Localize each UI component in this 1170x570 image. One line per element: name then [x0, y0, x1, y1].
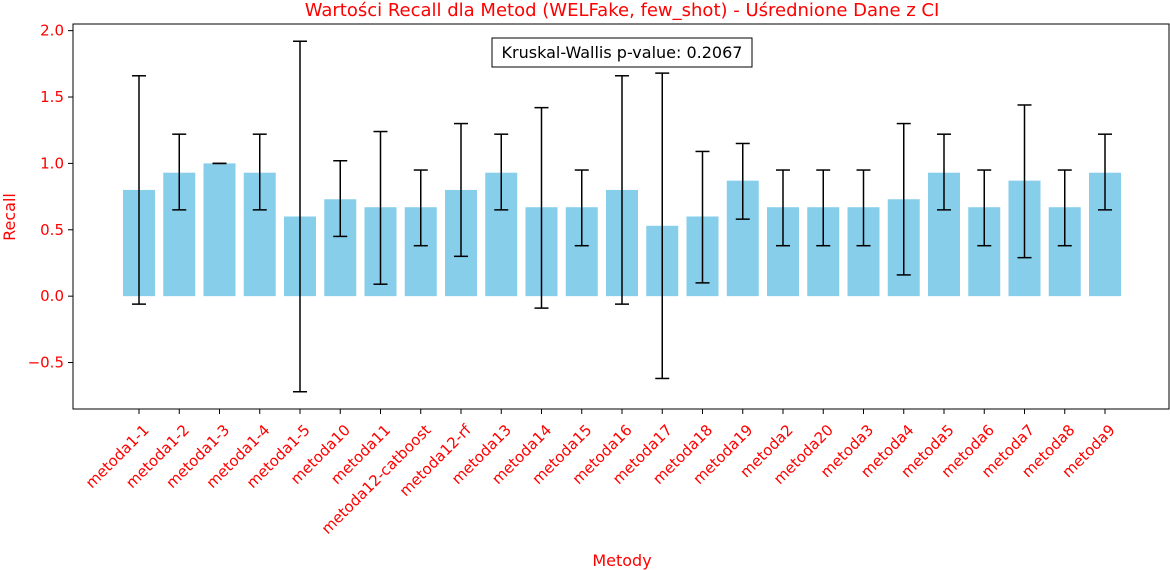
annotation-text: Kruskal-Wallis p-value: 0.2067 [502, 43, 743, 62]
chart-title: Wartości Recall dla Metod (WELFake, few_… [305, 0, 940, 21]
y-tick-label: 1.0 [40, 154, 64, 172]
y-tick-label: 0.0 [40, 287, 64, 305]
bar [203, 163, 236, 297]
y-tick-label: 2.0 [40, 22, 64, 40]
y-tick-label: −0.5 [28, 354, 64, 372]
y-axis-label: Recall [0, 193, 19, 241]
y-axis: −0.5 0.0 0.5 1.0 1.5 2.0 [28, 22, 74, 409]
error-bars [132, 40, 1112, 393]
y-tick-label: 0.5 [40, 221, 64, 239]
x-axis: metoda1-1metoda1-2metoda1-3metoda1-4meto… [82, 409, 1119, 538]
annotation-box: Kruskal-Wallis p-value: 0.2067 [491, 37, 753, 68]
x-axis-label: Metody [592, 551, 651, 570]
y-tick-label: 1.5 [40, 88, 64, 106]
